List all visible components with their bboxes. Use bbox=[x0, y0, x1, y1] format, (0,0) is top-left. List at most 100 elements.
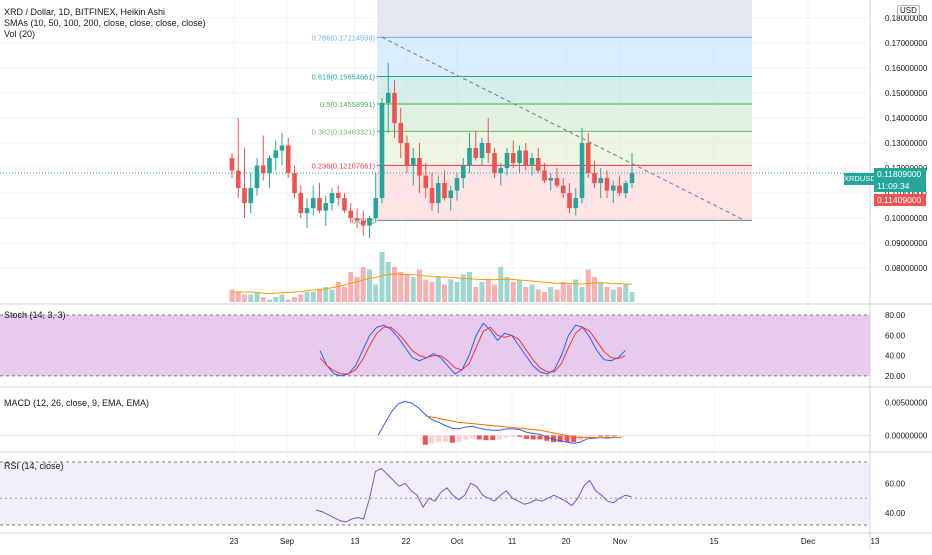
macd-line bbox=[377, 400, 621, 444]
price-tick-label: 0.16000000 bbox=[885, 64, 928, 73]
candle-body bbox=[604, 178, 610, 191]
candle-body bbox=[560, 185, 566, 194]
time-tick-label: 13 bbox=[351, 537, 360, 546]
time-tick-label: 15 bbox=[710, 537, 719, 546]
candle-body bbox=[260, 165, 266, 174]
macd-legend[interactable]: MACD (12, 26, close, 9, EMA, EMA) bbox=[4, 398, 150, 408]
volume-bar bbox=[617, 287, 622, 302]
volume-bar bbox=[492, 284, 497, 302]
volume-bar bbox=[442, 284, 447, 302]
candle-body bbox=[298, 193, 304, 214]
macd-histogram-bar bbox=[537, 435, 543, 440]
fib-zone-top bbox=[377, 0, 752, 38]
price-tick-label: 0.10000000 bbox=[885, 214, 928, 223]
macd-histogram-bar bbox=[422, 435, 428, 445]
sma-legend[interactable]: SMAs (10, 50, 100, 200, close, close, cl… bbox=[4, 18, 206, 28]
candle-body bbox=[248, 188, 254, 204]
time-tick-label: Sep bbox=[280, 537, 295, 546]
volume-bar bbox=[429, 282, 435, 302]
candle-body bbox=[335, 193, 341, 199]
volume-bar bbox=[598, 282, 604, 302]
volume-bar bbox=[435, 277, 441, 302]
candle-body bbox=[617, 185, 622, 194]
candle-body bbox=[523, 150, 529, 166]
macd-tick-label: 0.00500000 bbox=[885, 399, 928, 408]
time-tick-label: Oct bbox=[451, 537, 464, 546]
volume-bar bbox=[398, 272, 404, 302]
volume-bar bbox=[379, 252, 385, 302]
volume-bar bbox=[529, 284, 535, 302]
candle-body bbox=[285, 145, 291, 174]
price-tick-label: 0.09000000 bbox=[885, 239, 928, 248]
fib-level-label: 0.786(0.17214599) bbox=[312, 33, 376, 42]
fib-zone bbox=[377, 103, 752, 132]
trendline bbox=[381, 36, 745, 221]
candle-body bbox=[517, 150, 522, 164]
stoch-band bbox=[0, 315, 870, 376]
macd-histogram-bar bbox=[524, 435, 529, 439]
time-tick-label: 11 bbox=[508, 537, 517, 546]
chart-title[interactable]: XRD / Dollar, 1D, BITFINEX, Heikin Ashi bbox=[4, 7, 166, 17]
volume-bar bbox=[298, 294, 304, 302]
fib-level-label: 0.236(0.12107661) bbox=[312, 161, 376, 170]
candle-body bbox=[529, 158, 535, 166]
candle-body bbox=[598, 178, 604, 184]
volume-bar bbox=[317, 289, 322, 302]
volume-bar bbox=[560, 282, 566, 302]
candle-body bbox=[498, 168, 504, 174]
macd-histogram-bar bbox=[611, 435, 617, 437]
volume-bar bbox=[342, 287, 347, 302]
volume-bar bbox=[548, 287, 554, 302]
candle-body bbox=[310, 198, 316, 209]
candle-body bbox=[329, 193, 335, 204]
price-tick-label: 0.17000000 bbox=[885, 39, 928, 48]
stoch-tick-label: 60.00 bbox=[885, 331, 906, 340]
candle-body bbox=[279, 145, 285, 151]
rsi-legend[interactable]: RSI (14, close) bbox=[4, 461, 64, 471]
macd-histogram-bar bbox=[490, 435, 496, 441]
volume-bar bbox=[448, 279, 454, 302]
fib-zone bbox=[377, 37, 752, 77]
volume-bar bbox=[254, 292, 260, 302]
macd-histogram-bar bbox=[571, 435, 577, 443]
candle-body bbox=[354, 218, 360, 221]
candle-body bbox=[429, 188, 435, 204]
price-tick-label: 0.18000000 bbox=[885, 14, 928, 23]
macd-signal-line bbox=[425, 415, 621, 438]
volume-bar bbox=[585, 269, 591, 302]
candle-body bbox=[360, 220, 366, 226]
volume-bar bbox=[373, 284, 379, 302]
rsi-line bbox=[315, 467, 632, 523]
volume-bar bbox=[229, 289, 235, 302]
candle-body bbox=[398, 122, 404, 143]
candle-body bbox=[610, 185, 616, 191]
candle-body bbox=[485, 142, 491, 154]
macd-histogram-bar bbox=[517, 435, 523, 437]
candle-body bbox=[435, 183, 441, 204]
candle-body bbox=[535, 158, 541, 171]
volume-bar bbox=[273, 297, 279, 302]
currency-badge[interactable]: USD bbox=[897, 5, 920, 16]
volume-bar bbox=[367, 269, 372, 302]
volume-bar bbox=[304, 292, 310, 302]
volume-bar bbox=[479, 282, 485, 302]
volume-bar bbox=[279, 294, 285, 302]
time-tick-label: 23 bbox=[230, 537, 239, 546]
price-tick-label: 0.15000000 bbox=[885, 89, 928, 98]
candle-body bbox=[585, 142, 591, 174]
volume-legend[interactable]: Vol (20) bbox=[4, 29, 36, 39]
volume-bar bbox=[329, 289, 335, 302]
candle-body bbox=[373, 198, 379, 219]
candle-body bbox=[348, 210, 354, 219]
candle-body bbox=[623, 183, 629, 194]
fib-zone bbox=[377, 131, 752, 166]
stoch-legend[interactable]: Stoch (14, 3, 3) bbox=[4, 310, 66, 320]
volume-bar bbox=[360, 267, 366, 302]
candle-body bbox=[304, 208, 310, 214]
candle-body bbox=[317, 198, 322, 211]
candle-body bbox=[379, 102, 385, 199]
macd-tick-label: 0.00000000 bbox=[885, 432, 928, 441]
time-tick-label: Dec bbox=[801, 537, 815, 546]
